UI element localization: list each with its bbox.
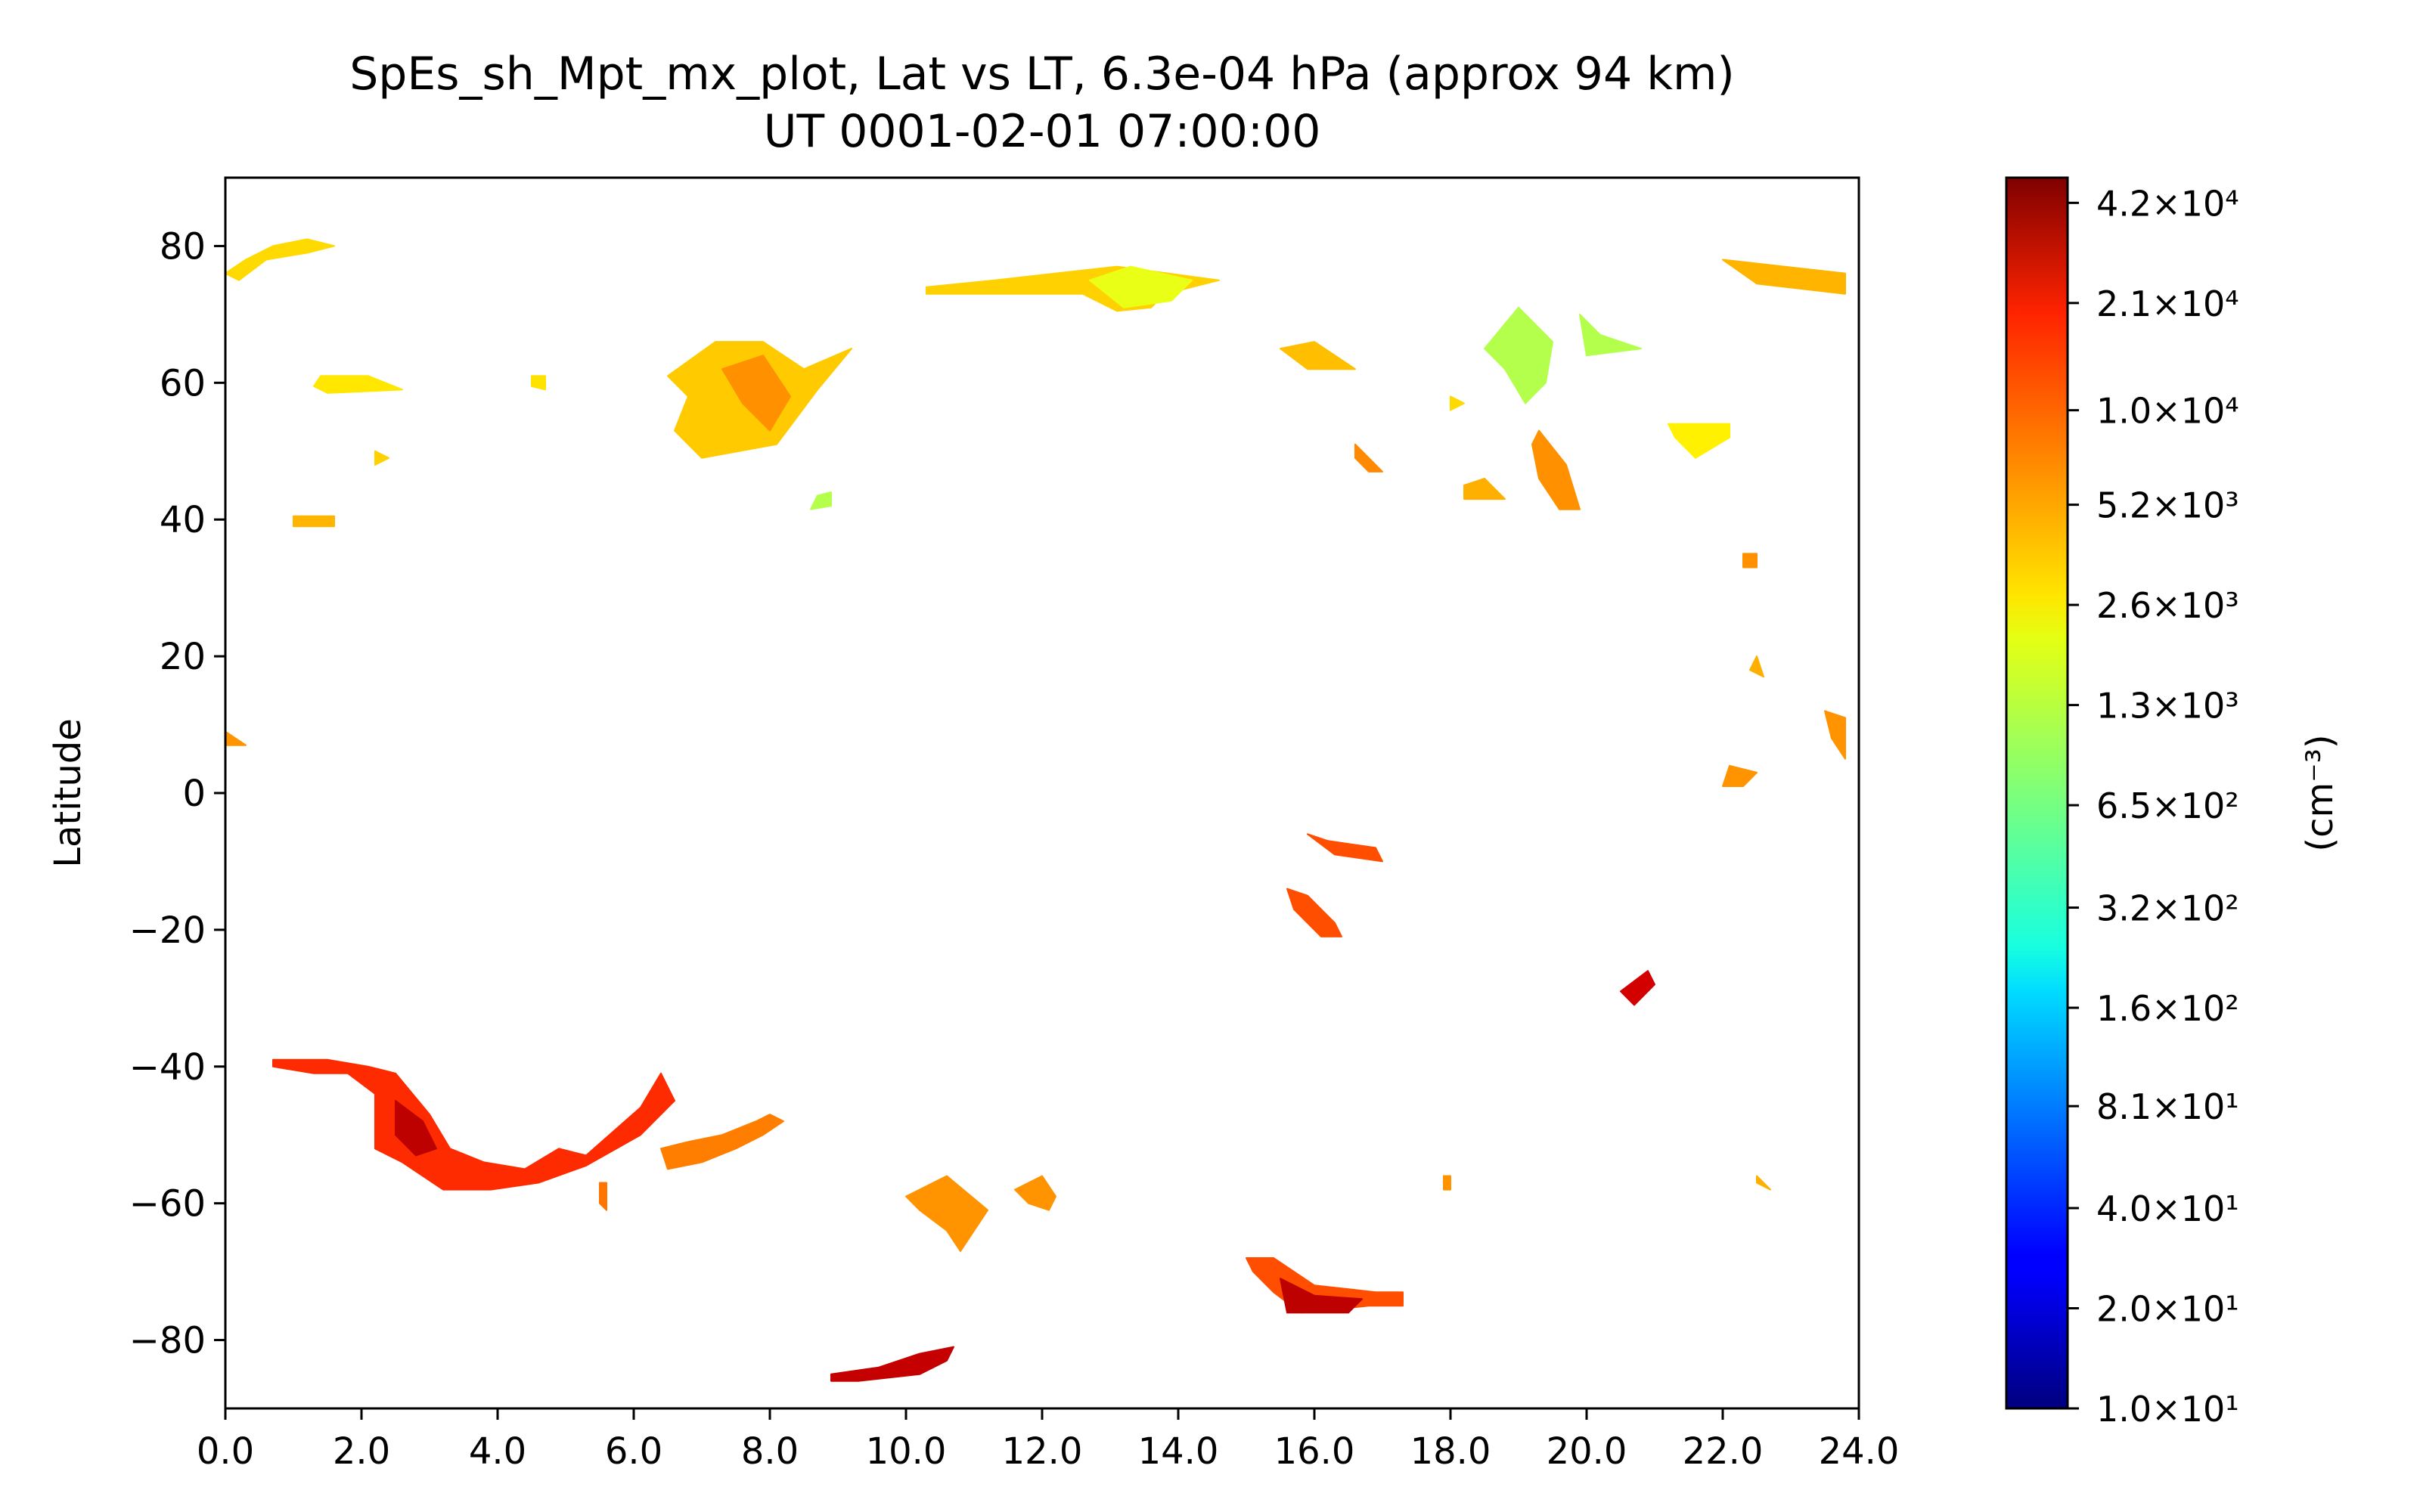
data-patch-25 [395, 1100, 437, 1157]
y-tick-label: 40 [160, 499, 206, 541]
data-patch-6 [810, 491, 832, 510]
colorbar-tick-label: 8.1×10¹ [2096, 1086, 2239, 1127]
colorbar-tick-label: 1.3×10³ [2096, 686, 2239, 727]
data-patch-34 [1749, 655, 1764, 678]
data-patch-11 [1463, 478, 1506, 500]
data-patch-27 [905, 1175, 988, 1252]
x-tick-label: 22.0 [1683, 1430, 1764, 1473]
colorbar-frame [2005, 176, 2069, 1410]
data-patch-23 [1620, 970, 1655, 1006]
x-tick-label: 6.0 [605, 1430, 662, 1473]
data-patch-37 [1450, 395, 1465, 411]
data-patch-21 [1307, 833, 1383, 863]
colorbar-tick-label: 2.0×10¹ [2096, 1289, 2239, 1330]
data-patch-13 [1531, 429, 1581, 510]
x-tick-label: 2.0 [333, 1430, 390, 1473]
data-patch-24 [272, 1058, 675, 1191]
plot-area [225, 178, 1859, 1408]
x-tick-label: 18.0 [1410, 1430, 1491, 1473]
data-patch-3 [531, 375, 546, 391]
y-tick-label: −80 [129, 1320, 206, 1362]
colorbar-label: (cm⁻³) [2299, 734, 2341, 851]
data-patch-17 [1742, 553, 1758, 569]
data-patch-1 [313, 375, 403, 394]
x-tick-label: 14.0 [1138, 1430, 1219, 1473]
data-patch-36 [374, 450, 389, 466]
data-patch-26 [660, 1114, 784, 1170]
data-patch-35 [1756, 1175, 1771, 1191]
colorbar-tick-label: 6.5×10² [2096, 785, 2239, 826]
y-tick-label: 20 [160, 636, 206, 678]
chart-subtitle: UT 0001-02-01 07:00:00 [764, 105, 1321, 158]
chart-title: SpEs_sh_Mpt_mx_plot, Lat vs LT, 6.3e-04 … [349, 48, 1735, 101]
x-tick-label: 8.0 [741, 1430, 799, 1473]
colorbar-tick-label: 4.0×10¹ [2096, 1188, 2239, 1229]
data-patch-30 [1280, 1278, 1363, 1314]
data-patch-15 [1668, 423, 1730, 459]
y-tick-label: 0 [182, 773, 206, 815]
colorbar-tick-label: 4.2×10⁴ [2096, 183, 2239, 224]
data-patch-0 [225, 238, 335, 281]
x-tick-label: 20.0 [1547, 1430, 1627, 1473]
colorbar-tick-label: 1.6×10² [2096, 988, 2239, 1029]
x-axis: 0.0 2.0 4.0 6.0 8.0 10.0 12.0 14.0 16.0 18.0 20.0 2… [197, 1408, 1900, 1473]
data-patch-16 [1722, 259, 1846, 295]
colorbar-tick-label: 2.6×10³ [2096, 585, 2239, 626]
data-patch-31 [830, 1346, 954, 1382]
data-patch-2 [293, 515, 335, 528]
colorbar-tick-label: 1.0×10⁴ [2096, 391, 2239, 432]
data-patch-18 [1824, 710, 1846, 760]
colorbar-tick-label: 3.2×10² [2096, 888, 2239, 929]
data-patch-5 [721, 355, 791, 432]
data-patch-33 [1443, 1175, 1451, 1191]
x-tick-label: 16.0 [1274, 1430, 1355, 1473]
data-patch-12 [1484, 306, 1553, 404]
x-tick-label: 10.0 [866, 1430, 947, 1473]
colorbar-gradient [2006, 178, 2068, 1408]
y-tick-label: −20 [129, 909, 206, 952]
data-patch-32 [599, 1182, 607, 1211]
x-tick-label: 24.0 [1819, 1430, 1900, 1473]
data-patch-22 [1286, 888, 1342, 937]
y-tick-label: 80 [160, 225, 206, 268]
data-patch-20 [1722, 764, 1758, 787]
y-tick-label: −40 [129, 1046, 206, 1089]
colorbar-ticks: 4.2×10⁴ 2.1×10⁴ 1.0×10⁴ 5.2×10³ 2.6×10³ 1.3×1… [2068, 183, 2239, 1430]
y-tick-label: 60 [160, 362, 206, 404]
y-axis: 80 60 40 20 0 −20 −40 −60 −80 [129, 225, 225, 1362]
data-patch-14 [1579, 313, 1642, 357]
y-tick-label: −60 [129, 1183, 206, 1225]
x-tick-label: 0.0 [197, 1430, 254, 1473]
data-patch-8 [1089, 265, 1193, 308]
data-patches [225, 238, 1846, 1382]
y-axis-label: Latitude [47, 718, 89, 868]
x-tick-label: 12.0 [1002, 1430, 1083, 1473]
data-patch-28 [1014, 1175, 1056, 1211]
x-tick-label: 4.0 [469, 1430, 526, 1473]
data-patch-19 [225, 730, 247, 746]
data-patch-9 [1280, 341, 1356, 370]
colorbar-tick-label: 1.0×10¹ [2096, 1389, 2239, 1430]
colorbar-tick-label: 2.1×10⁴ [2096, 284, 2239, 324]
data-patch-10 [1354, 443, 1383, 472]
colorbar-tick-label: 5.2×10³ [2096, 485, 2239, 526]
